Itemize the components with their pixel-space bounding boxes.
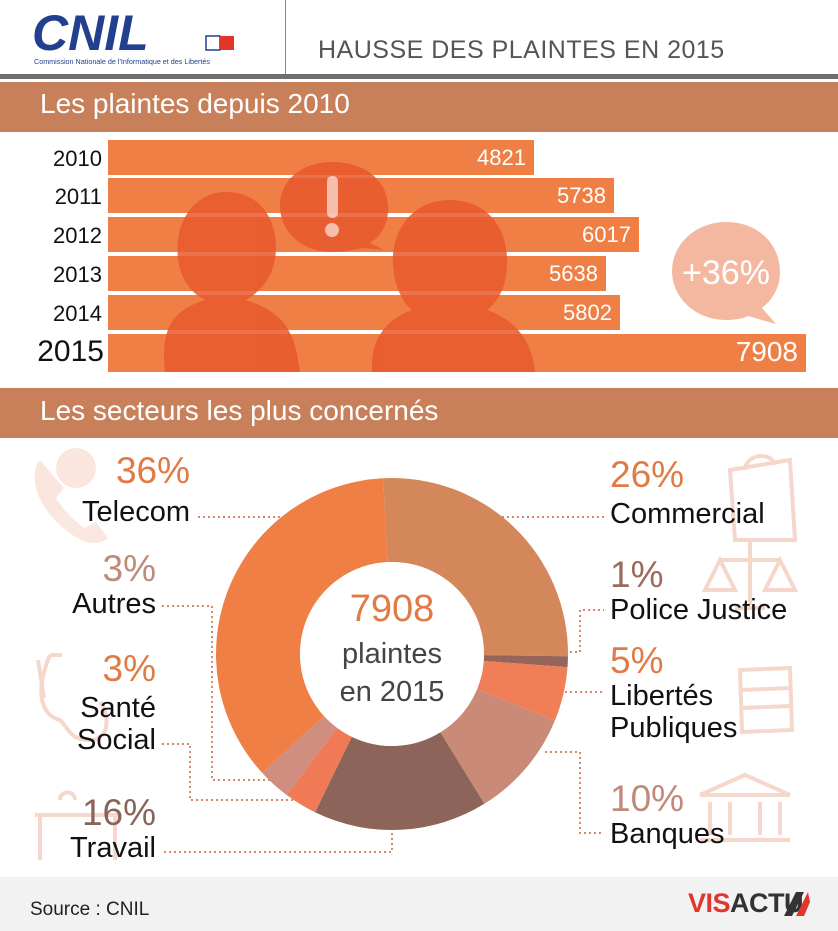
donut-center-value: 7908 bbox=[349, 588, 435, 630]
silhouette-overlay bbox=[164, 162, 535, 372]
sector-name-line: Libertés bbox=[610, 680, 714, 712]
header-divider bbox=[285, 0, 286, 74]
source-text: Source : CNIL bbox=[30, 899, 150, 920]
visactu-mark-icon bbox=[784, 892, 810, 916]
sector-name-line: Banques bbox=[610, 818, 725, 850]
exclamation-dot bbox=[325, 223, 339, 237]
sector-name-line: Santé bbox=[80, 692, 156, 724]
bar-value-2015: 7908 bbox=[735, 336, 798, 367]
cnil-logo: CNIL Commission Nationale de l'Informati… bbox=[32, 6, 234, 66]
sector-pct-police-justice: 1% bbox=[610, 554, 664, 595]
bar-category-2013: 2013 bbox=[53, 262, 102, 287]
bar-category-2015: 2015 bbox=[37, 335, 104, 368]
logo-text: CNIL bbox=[32, 6, 149, 61]
donut-slice-telecom bbox=[216, 478, 388, 773]
sector-name-line: Travail bbox=[70, 832, 156, 864]
section-title-sectors: Les secteurs les plus concernés bbox=[40, 395, 439, 426]
bar-category-2010: 2010 bbox=[53, 146, 102, 171]
section-title-complaints: Les plaintes depuis 2010 bbox=[40, 88, 350, 119]
increase-badge-bubble bbox=[672, 222, 780, 324]
sector-name-line: Commercial bbox=[610, 498, 765, 530]
sector-pct-libert-s-publiques: 5% bbox=[610, 640, 664, 681]
speech-icon bbox=[56, 448, 96, 488]
exclamation-bar bbox=[327, 176, 338, 218]
sector-label-autres: Autres bbox=[72, 588, 156, 620]
bar-value-2012: 6017 bbox=[582, 222, 631, 247]
visactu-vis: VIS bbox=[688, 888, 731, 918]
leader-line-sant-social bbox=[162, 743, 318, 801]
fist-icon bbox=[737, 665, 795, 735]
sector-name-line: Police Justice bbox=[610, 594, 788, 626]
sector-name-line: Publiques bbox=[610, 712, 738, 744]
increase-badge: +36% bbox=[682, 254, 770, 292]
donut-center-line2: en 2015 bbox=[339, 676, 445, 708]
donut-slice-commercial bbox=[383, 478, 568, 657]
sector-label-banques: Banques bbox=[610, 818, 725, 850]
bar-value-2010: 4821 bbox=[477, 145, 526, 170]
sector-pct-travail: 16% bbox=[81, 792, 156, 833]
sector-pct-sant-social: 3% bbox=[102, 648, 156, 689]
sector-label-travail: Travail bbox=[70, 832, 156, 864]
shopping-bag-icon bbox=[727, 454, 798, 542]
donut-center bbox=[300, 562, 484, 746]
page-title: HAUSSE DES PLAINTES EN 2015 bbox=[318, 36, 725, 64]
stethoscope-icon bbox=[36, 653, 109, 743]
donut-slice-travail bbox=[315, 732, 485, 830]
donut-slice-police-justice bbox=[483, 655, 568, 668]
man-silhouette-icon bbox=[164, 191, 300, 372]
leader-line-banques bbox=[545, 751, 604, 834]
donut-center-line1: plaintes bbox=[342, 638, 442, 670]
bar-value-2014: 5802 bbox=[563, 300, 612, 325]
sector-pct-telecom: 36% bbox=[115, 450, 190, 491]
sector-label-telecom: Telecom bbox=[82, 496, 190, 528]
section-band-complaints bbox=[0, 82, 838, 132]
footer bbox=[0, 877, 838, 931]
scales-icon bbox=[701, 540, 799, 610]
donut-slice-autres bbox=[262, 716, 337, 796]
sector-label-commercial: Commercial bbox=[610, 498, 765, 530]
sector-pct-banques: 10% bbox=[610, 778, 685, 819]
sector-label-police-justice: Police Justice bbox=[610, 594, 787, 626]
desk-icon bbox=[35, 790, 120, 860]
donut-hole bbox=[300, 562, 484, 746]
donut-slice-banques bbox=[440, 688, 555, 804]
bar-value-2013: 5638 bbox=[549, 261, 598, 286]
section-band-sectors bbox=[0, 388, 838, 438]
sector-pct-autres: 3% bbox=[102, 548, 156, 589]
donut-slices bbox=[216, 478, 568, 830]
sectors-donut-chart bbox=[34, 448, 799, 860]
leader-line-police-justice bbox=[570, 609, 604, 653]
sector-name-line: Telecom bbox=[82, 496, 190, 528]
donut-slice-libert-s-publiques bbox=[477, 660, 568, 721]
leader-line-autres bbox=[162, 605, 300, 781]
sector-name-line: Social bbox=[77, 724, 156, 756]
donut-slice-sant-social bbox=[286, 727, 352, 813]
sector-pct-commercial: 26% bbox=[610, 454, 685, 495]
bar-category-2011: 2011 bbox=[54, 184, 102, 209]
bar-category-2012: 2012 bbox=[53, 223, 102, 248]
phone-icon bbox=[34, 460, 109, 544]
logo-subtitle: Commission Nationale de l'Informatique e… bbox=[34, 57, 210, 66]
sector-label-libert-s-publiques: Libertés Publiques bbox=[610, 680, 737, 744]
bar-value-2011: 5738 bbox=[557, 183, 606, 208]
bar-category-2014: 2014 bbox=[53, 301, 102, 326]
sector-name-line: Autres bbox=[72, 588, 156, 620]
header bbox=[0, 0, 838, 78]
header-rule bbox=[0, 74, 838, 79]
leader-line-travail bbox=[162, 828, 393, 853]
woman-silhouette-icon bbox=[371, 200, 535, 372]
sector-label-sant-social: Santé Social bbox=[77, 692, 156, 756]
bank-icon bbox=[699, 772, 791, 842]
